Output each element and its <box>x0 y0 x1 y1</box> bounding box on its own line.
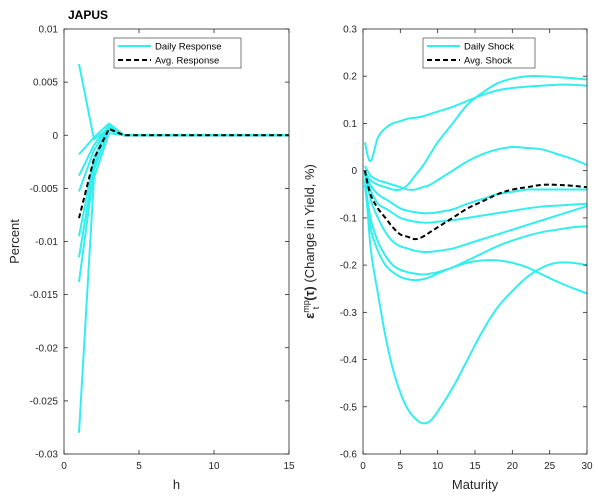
right-y-tick-label: -0.2 <box>340 261 358 272</box>
right-daily-series-line <box>363 74 588 192</box>
right-y-tick-label: -0.5 <box>340 402 358 413</box>
left-y-tick-label: -0.025 <box>30 396 59 407</box>
right-daily-series-line <box>363 170 588 425</box>
left-x-tick-label: 10 <box>208 461 220 472</box>
left-plot-area <box>64 29 289 454</box>
right-avg-series-line <box>363 170 588 241</box>
right-axes-box <box>362 28 588 455</box>
left-y-tick-label: 0.01 <box>39 25 59 36</box>
right-y-tick-label: -0.3 <box>340 308 358 319</box>
right-y-tick-label: -0.1 <box>340 213 358 224</box>
left-daily-series-line <box>78 132 289 433</box>
right-y-axis-label: εmpt (τ) (Change in Yield, %) <box>301 164 321 319</box>
left-avg-series-line <box>78 127 289 219</box>
right-chart-panel: 0 5 10 15 20 25 30 -0.6 -0.5 -0.4 -0.3 -0.2 -0.1 0 0.1… <box>301 25 593 493</box>
right-x-tick-label: 5 <box>398 461 404 472</box>
left-y-tick-label: -0.01 <box>35 237 58 248</box>
right-x-tick-label: 15 <box>469 461 481 472</box>
right-y-tick-label: -0.4 <box>340 355 358 366</box>
right-x-tick-label: 30 <box>581 461 593 472</box>
right-y-label-symbol: ε <box>302 313 317 319</box>
right-daily-series-line <box>363 83 588 163</box>
left-chart-panel: JAPUS 0 5 10 15 -0.03 -0.025 -0.02 -0.015 -0.01 -… <box>7 8 295 492</box>
left-tick-labels: 0 5 10 15 -0.03 -0.025 -0.02 -0.015 -0.01 -0.005 0… <box>30 25 295 473</box>
right-y-label-argument: (τ) <box>302 286 317 300</box>
left-legend-avg-label: Avg. Response <box>155 56 219 67</box>
right-y-tick-label: 0.2 <box>343 72 357 83</box>
left-x-axis-label: h <box>173 477 180 492</box>
left-y-axis-label: Percent <box>7 219 22 264</box>
left-x-tick-label: 0 <box>61 461 67 472</box>
left-y-tick-label: -0.005 <box>30 184 59 195</box>
right-x-tick-label: 25 <box>544 461 556 472</box>
right-x-tick-label: 0 <box>360 461 366 472</box>
right-daily-series-line <box>363 170 587 215</box>
left-legend: Daily Response Avg. Response <box>113 37 242 69</box>
left-y-tick-label: -0.03 <box>35 450 58 461</box>
right-y-tick-label: 0.1 <box>343 119 357 130</box>
right-daily-series-line <box>363 184 588 295</box>
right-y-tick-label: 0 <box>351 166 357 177</box>
left-legend-daily-label: Daily Response <box>155 42 222 53</box>
right-legend-avg-label: Avg. Shock <box>464 56 512 67</box>
left-series-lines <box>78 63 289 433</box>
right-y-tick-label: -0.6 <box>340 450 358 461</box>
right-legend-box <box>422 37 536 69</box>
left-x-tick-label: 5 <box>136 461 142 472</box>
right-daily-series-line <box>363 170 588 254</box>
right-daily-series-line <box>363 146 588 191</box>
left-y-tick-label: -0.02 <box>35 343 58 354</box>
left-chart-title: JAPUS <box>68 8 108 22</box>
right-x-axis-label: Maturity <box>452 477 499 492</box>
left-y-tick-label: 0.005 <box>33 78 58 89</box>
right-series-lines <box>363 74 588 425</box>
left-y-tick-label: 0 <box>52 131 58 142</box>
right-y-label-text: (Change in Yield, %) <box>302 164 317 286</box>
right-x-tick-label: 20 <box>507 461 519 472</box>
left-x-tick-label: 15 <box>283 461 295 472</box>
right-daily-series-line <box>363 170 588 224</box>
right-legend: Daily Shock Avg. Shock <box>422 37 536 69</box>
right-x-tick-label: 10 <box>432 461 444 472</box>
right-y-label-subscript: t <box>311 306 321 309</box>
right-y-label-superscript: mp <box>301 300 311 313</box>
left-axes-box <box>63 28 290 455</box>
left-legend-box <box>113 37 242 69</box>
left-y-tick-label: -0.015 <box>30 290 59 301</box>
right-y-tick-label: 0.3 <box>343 25 357 36</box>
right-legend-daily-label: Daily Shock <box>464 42 514 53</box>
right-daily-series-line <box>363 179 588 276</box>
